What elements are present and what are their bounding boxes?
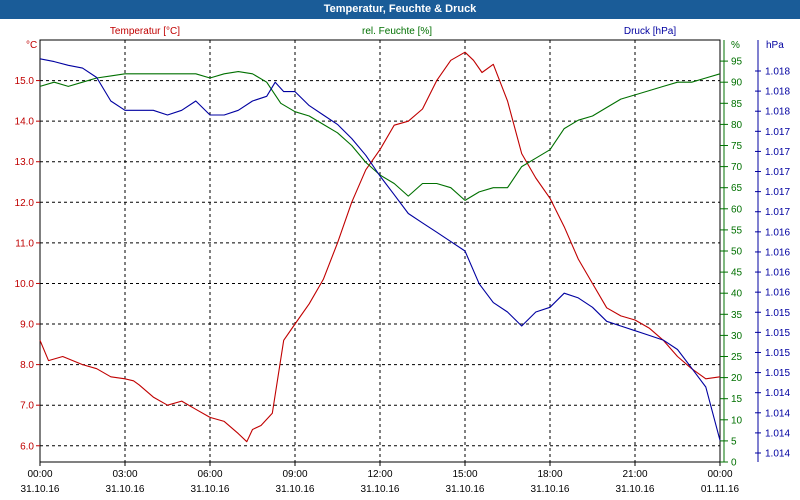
humidity-tick-label: 60 [731, 204, 743, 215]
pressure-tick-label: 1.017 [765, 147, 790, 158]
pressure-tick-label: 1.014 [765, 388, 790, 399]
pressure-tick-label: 1.017 [765, 127, 790, 138]
temperature-series-title: Temperatur [°C] [110, 26, 180, 37]
temperature-series-line [39, 51, 721, 443]
humidity-tick-label: 80 [731, 120, 743, 131]
humidity-series-title: rel. Feuchte [%] [362, 26, 432, 37]
pressure-tick-label: 1.014 [765, 428, 790, 439]
x-tick-label: 21:00 [622, 469, 647, 480]
temperature-tick-label: 6.0 [20, 441, 34, 452]
humidity-tick-label: 45 [731, 268, 743, 279]
x-tick-label: 18:00 [537, 469, 562, 480]
pressure-tick-label: 1.018 [765, 67, 790, 78]
humidity-tick-label: 20 [731, 373, 743, 384]
pressure-tick-label: 1.018 [765, 87, 790, 98]
humidity-tick-label: 35 [731, 310, 743, 321]
humidity-tick-label: 0 [731, 458, 737, 469]
temperature-tick-label: 12.0 [15, 198, 35, 209]
x-tick-label: 09:00 [282, 469, 307, 480]
x-tick-label: 03:00 [112, 469, 137, 480]
pressure-tick-label: 1.016 [765, 247, 790, 258]
axis-labels: 00:00 31.10.16 03:00 31.10.16 06:00 31.10.16 0… [15, 26, 791, 495]
pressure-unit-label: hPa [766, 40, 784, 51]
x-date-label: 31.10.16 [276, 484, 315, 495]
temperature-tick-label: 7.0 [20, 401, 34, 412]
pressure-tick-label: 1.014 [765, 408, 790, 419]
x-date-label: 01.11.16 [701, 484, 740, 495]
humidity-tick-label: 30 [731, 331, 743, 342]
axes [36, 39, 761, 466]
pressure-tick-label: 1.018 [765, 107, 790, 118]
humidity-tick-label: 10 [731, 415, 743, 426]
humidity-tick-label: 55 [731, 225, 743, 236]
pressure-tick-label: 1.017 [765, 187, 790, 198]
pressure-series-title: Druck [hPa] [624, 26, 676, 37]
x-date-label: 31.10.16 [531, 484, 570, 495]
humidity-unit-label: % [731, 40, 740, 51]
pressure-tick-label: 1.014 [765, 449, 790, 460]
x-date-label: 31.10.16 [191, 484, 230, 495]
temperature-tick-label: 10.0 [15, 279, 35, 290]
humidity-tick-label: 25 [731, 352, 743, 363]
x-date-label: 31.10.16 [446, 484, 485, 495]
pressure-tick-label: 1.016 [765, 268, 790, 279]
pressure-tick-label: 1.015 [765, 368, 790, 379]
humidity-tick-label: 5 [731, 436, 737, 447]
temperature-tick-label: 15.0 [15, 76, 35, 87]
x-date-label: 31.10.16 [106, 484, 145, 495]
temperature-tick-label: 11.0 [15, 238, 34, 249]
pressure-series-line [39, 58, 721, 441]
humidity-tick-label: 75 [731, 141, 743, 152]
x-tick-label: 12:00 [367, 469, 392, 480]
pressure-tick-label: 1.015 [765, 328, 790, 339]
x-tick-label: 15:00 [452, 469, 477, 480]
humidity-tick-label: 65 [731, 183, 743, 194]
temperature-tick-label: 8.0 [20, 360, 34, 371]
x-tick-label: 00:00 [707, 469, 732, 480]
humidity-tick-label: 70 [731, 162, 743, 173]
grid [40, 40, 720, 462]
temperature-tick-label: 13.0 [15, 157, 35, 168]
x-date-label: 31.10.16 [616, 484, 655, 495]
pressure-tick-label: 1.016 [765, 227, 790, 238]
x-date-label: 31.10.16 [361, 484, 400, 495]
humidity-series-line [39, 71, 721, 201]
temperature-unit-label: °C [26, 40, 37, 51]
humidity-tick-label: 40 [731, 289, 743, 300]
pressure-tick-label: 1.017 [765, 207, 790, 218]
humidity-tick-label: 90 [731, 78, 743, 89]
window-title: Temperatur, Feuchte & Druck [0, 0, 800, 19]
pressure-tick-label: 1.015 [765, 348, 790, 359]
pressure-tick-label: 1.017 [765, 167, 790, 178]
humidity-tick-label: 95 [731, 57, 743, 68]
pressure-tick-label: 1.016 [765, 288, 790, 299]
x-tick-label: 00:00 [27, 469, 52, 480]
x-date-label: 31.10.16 [21, 484, 60, 495]
humidity-tick-label: 85 [731, 99, 743, 110]
humidity-tick-label: 50 [731, 247, 743, 258]
temperature-tick-label: 9.0 [20, 320, 34, 331]
temperature-tick-label: 14.0 [15, 117, 35, 128]
x-tick-label: 06:00 [197, 469, 222, 480]
series-lines [39, 51, 721, 443]
pressure-tick-label: 1.015 [765, 308, 790, 319]
humidity-tick-label: 15 [731, 394, 743, 405]
